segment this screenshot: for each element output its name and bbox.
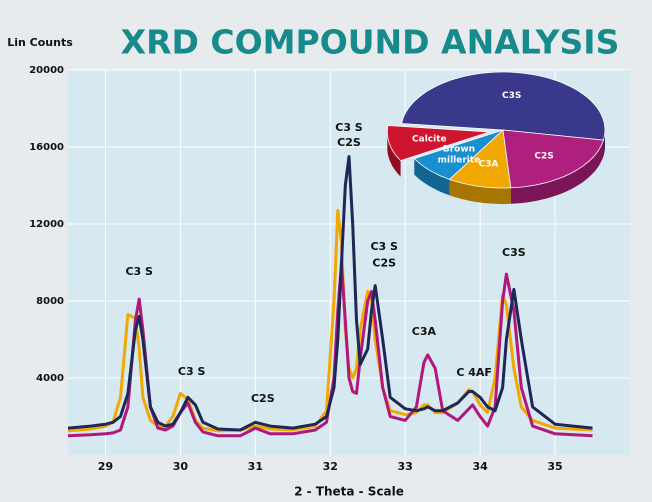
x-tick-label: 34	[472, 460, 488, 473]
chart-title: XRD COMPOUND ANALYSIS	[121, 23, 620, 62]
y-tick-label: 4000	[36, 373, 64, 384]
peak-label: C 4AF	[456, 366, 492, 379]
pie-slice	[448, 129, 512, 189]
y-tick-label: 8000	[36, 296, 64, 307]
x-tick-label: 33	[398, 460, 413, 473]
peak-label: C2S	[337, 136, 361, 149]
y-tick-label: 12000	[29, 219, 64, 230]
pie-slice	[413, 129, 504, 180]
peak-label: C3 S	[335, 121, 363, 134]
x-tick-label: 29	[98, 460, 113, 473]
peak-label: C3 S	[178, 365, 206, 378]
pie-label: C2S	[534, 151, 553, 161]
x-tick-label: 30	[173, 460, 189, 473]
pie-side	[387, 132, 401, 177]
x-tick-label: 35	[547, 460, 562, 473]
y-tick-label: 16000	[29, 142, 64, 153]
peak-label: C3A	[412, 325, 437, 338]
peak-label: C2S	[372, 256, 396, 269]
x-axis-label: 2 - Theta - Scale	[294, 485, 404, 499]
pie-label: Calcite	[412, 134, 447, 144]
line-series	[67, 155, 593, 432]
pie-label: Brown millerite	[438, 144, 481, 165]
peak-label: C3 S	[370, 240, 398, 253]
peak-label: C3S	[502, 246, 526, 259]
pie-label: C3S	[502, 91, 521, 101]
y-tick-label: 20000	[29, 65, 64, 76]
x-tick-label: 32	[323, 460, 338, 473]
peak-label: C2S	[251, 392, 275, 405]
x-tick-label: 31	[248, 460, 263, 473]
pie-side	[449, 179, 511, 204]
pie-slice	[401, 71, 606, 141]
pie-side	[414, 158, 450, 196]
pie-slice	[502, 129, 605, 189]
y-axis-label: Lin Counts	[7, 36, 73, 49]
pie-slice	[386, 125, 490, 162]
pie-label: C3A	[479, 159, 499, 169]
pie-side	[510, 140, 604, 204]
peak-label: C3 S	[125, 265, 153, 278]
